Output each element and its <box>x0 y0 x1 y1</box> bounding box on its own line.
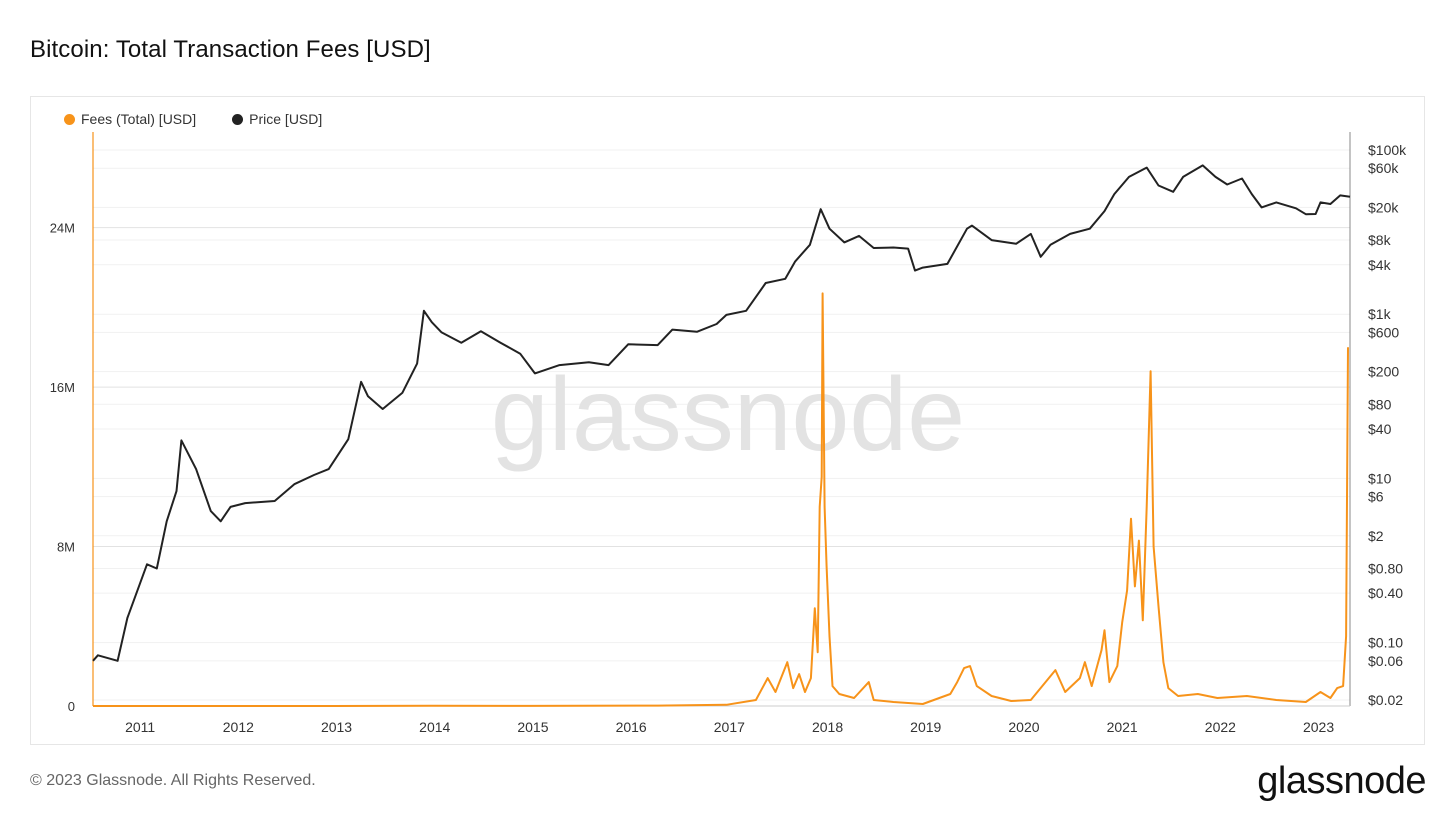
x-tick-label: 2011 <box>125 719 155 735</box>
x-tick-label: 2022 <box>1205 719 1236 735</box>
x-tick-label: 2023 <box>1303 719 1334 735</box>
axis-labels: 0 8M 16M 24M $100k $60k $20k $8k $4k $1k $600 $200 $… <box>50 142 1407 735</box>
legend-item-fees[interactable]: Fees (Total) [USD] <box>64 111 196 127</box>
x-tick-label: 2021 <box>1107 719 1138 735</box>
right-tick-label: $0.80 <box>1368 560 1403 576</box>
fees-legend-dot <box>64 113 75 125</box>
x-tick-label: 2014 <box>419 719 450 735</box>
right-tick-label: $80 <box>1368 396 1392 412</box>
x-tick-label: 2012 <box>223 719 254 735</box>
x-tick-label: 2018 <box>812 719 843 735</box>
right-tick-label: $600 <box>1368 324 1399 340</box>
x-tick-label: 2015 <box>517 719 548 735</box>
right-tick-label: $60k <box>1368 160 1399 176</box>
x-tick-label: 2017 <box>714 719 745 735</box>
right-tick-label: $100k <box>1368 142 1407 158</box>
x-tick-label: 2016 <box>616 719 647 735</box>
grid-lines <box>93 149 1350 707</box>
left-tick-label: 16M <box>50 380 75 395</box>
right-tick-label: $1k <box>1368 306 1392 322</box>
chart-frame <box>30 96 1425 745</box>
right-tick-label: $6 <box>1368 489 1384 505</box>
legend-item-price[interactable]: Price [USD] <box>232 111 322 127</box>
chart-legend: Fees (Total) [USD] Price [USD] <box>64 111 322 127</box>
right-tick-label: $200 <box>1368 364 1399 380</box>
right-tick-label: $2 <box>1368 528 1384 544</box>
right-tick-label: $20k <box>1368 199 1399 215</box>
right-tick-label: $0.02 <box>1368 692 1403 708</box>
fees-line <box>93 292 1349 707</box>
watermark: glassnode <box>491 357 965 473</box>
right-tick-label: $10 <box>1368 470 1392 486</box>
right-tick-label: $0.40 <box>1368 585 1403 601</box>
price-line <box>92 164 1351 662</box>
glassnode-logo[interactable]: glassnode <box>1257 760 1426 802</box>
series-lines <box>92 164 1351 707</box>
right-tick-label: $0.10 <box>1368 635 1403 651</box>
right-tick-label: $40 <box>1368 421 1392 437</box>
legend-label-price: Price [USD] <box>249 111 323 127</box>
right-tick-label: $0.06 <box>1368 653 1403 669</box>
right-tick-label: $8k <box>1368 232 1392 248</box>
left-tick-label: 24M <box>50 221 75 236</box>
legend-label-fees: Fees (Total) [USD] <box>81 111 197 127</box>
x-tick-label: 2020 <box>1008 719 1039 735</box>
page-title: Bitcoin: Total Transaction Fees [USD] <box>30 36 431 63</box>
x-tick-label: 2019 <box>910 719 941 735</box>
copyright-notice: © 2023 Glassnode. All Rights Reserved. <box>30 772 316 789</box>
price-legend-dot <box>232 113 244 125</box>
x-tick-label: 2013 <box>321 719 352 735</box>
left-tick-label: 8M <box>57 540 75 555</box>
right-tick-label: $4k <box>1368 257 1392 273</box>
left-tick-label: 0 <box>68 699 75 714</box>
